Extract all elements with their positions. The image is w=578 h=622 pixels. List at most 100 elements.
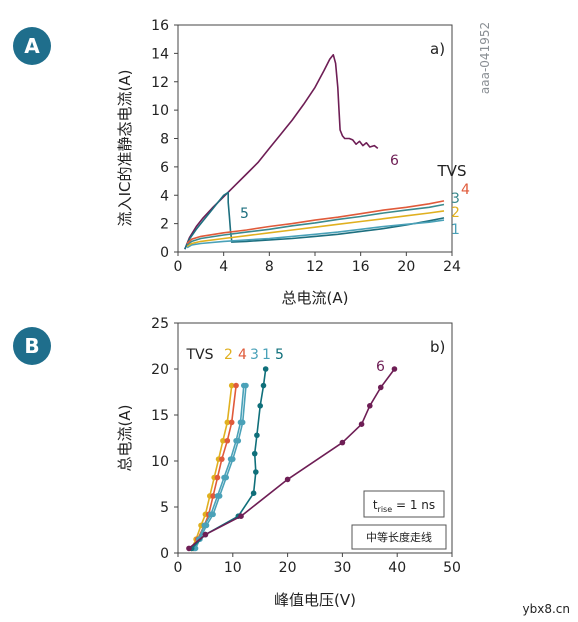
chart-b-xtick-label: 20 xyxy=(279,560,297,576)
chart-b-series-6-label: 6 xyxy=(376,359,385,375)
chart-b-series-1-point xyxy=(239,419,246,426)
chart-a-xtick-label: 16 xyxy=(352,259,370,275)
chart-b-series-5-point xyxy=(262,366,269,372)
chart-b-series-5-point xyxy=(251,450,258,457)
chart-b-series-5-label: 5 xyxy=(275,347,284,363)
chart-b-series-1-point xyxy=(203,522,210,529)
chart-a-xtick-label: 0 xyxy=(174,259,183,275)
chart-b-series-5-point xyxy=(253,469,259,475)
chart-a-legend-title: TVS xyxy=(437,162,467,180)
chart-b-series: 2 4 3 1 5 6 xyxy=(186,347,398,552)
chart-b-ytick-label: 15 xyxy=(151,408,169,424)
chart-a-ylabel: 流入IC的准静态电流(A) xyxy=(116,70,134,227)
chart-a-series-6-label: 6 xyxy=(390,153,399,169)
chart-b-series-6-point xyxy=(238,513,244,519)
chart-a-series-2-line xyxy=(186,210,445,247)
chart-a-xtick-label: 12 xyxy=(306,259,324,275)
chart-a-ytick-label: 6 xyxy=(160,160,169,176)
chart-a-series-1-line xyxy=(186,219,445,249)
chart-a-ytick-label: 12 xyxy=(151,75,169,91)
chart-b-ytick-label: 25 xyxy=(151,316,169,332)
chart-b-series-6-point xyxy=(358,421,365,428)
trace-annotation: 中等长度走线 xyxy=(366,530,432,544)
chart-b-ytick-label: 0 xyxy=(160,546,169,562)
chart-b-series-6-point xyxy=(377,384,384,391)
chart-b-series-5-point xyxy=(260,382,267,389)
chart-b-frame xyxy=(177,322,453,554)
chart-a-series-2-label: 2 xyxy=(451,205,460,221)
chart-b-series-6-point xyxy=(367,403,373,409)
chart-b-panel-label: b) xyxy=(430,338,445,356)
chart-b-series-3-line xyxy=(193,385,245,549)
chart-b-series-5-point xyxy=(250,490,257,497)
trise-box xyxy=(363,490,445,518)
chart-b-series-2-line xyxy=(190,385,233,549)
chart-b-ytick-label: 10 xyxy=(151,454,169,470)
chart-b-series-4-point xyxy=(233,382,239,389)
chart-b-xtick-label: 30 xyxy=(333,560,351,576)
chart-b-xtick-label: 0 xyxy=(174,560,183,576)
chart-b-series-3-label: 3 xyxy=(250,347,259,363)
chart-b-ytick-label: 5 xyxy=(160,500,169,516)
chart-a-xtick-label: 20 xyxy=(397,259,415,275)
chart-b-series-1-point xyxy=(230,456,236,462)
chart-a-series-3-line xyxy=(186,203,445,246)
chart-a-series-4-label: 4 xyxy=(461,182,470,198)
chart-b-series-6-point xyxy=(391,366,398,372)
chart-b-series-5-point xyxy=(257,403,264,409)
chart-b-series-1-point xyxy=(223,474,230,481)
trace-box xyxy=(351,524,447,550)
chart-b-series-4-point xyxy=(219,456,225,462)
chart-b-ytick-label: 20 xyxy=(151,362,169,378)
chart-b-series-1-line xyxy=(194,385,247,549)
chart-b-series-6-point xyxy=(186,545,192,552)
chart-b-series-2-label: 2 xyxy=(224,347,233,363)
chart-a-ytick-label: 8 xyxy=(160,132,169,148)
chart-b-series-1-point xyxy=(243,382,249,389)
chart-b-series-4-point xyxy=(228,419,235,426)
chart-b-series-6-point xyxy=(202,531,209,538)
chart-a-ytick-label: 10 xyxy=(151,103,169,119)
chart-b-xlabel: 峰值电压(V) xyxy=(274,591,356,609)
chart-a-xtick-label: 4 xyxy=(219,259,228,275)
chart-b-series-2-point xyxy=(228,382,235,389)
chart-a-panel-label: a) xyxy=(430,40,445,58)
chart-b-xtick-label: 40 xyxy=(388,560,406,576)
chart-b-series-4-point xyxy=(214,474,221,481)
watermark: ybx8.cn xyxy=(522,602,570,616)
chart-b-series-2-point xyxy=(224,419,231,426)
chart-a-ytick-label: 16 xyxy=(151,18,169,34)
panel-label-b: B xyxy=(13,327,51,365)
chart-a-series-1-label: 1 xyxy=(451,222,460,238)
chart-b-series-4-point xyxy=(210,493,216,499)
chart-a-ytick-label: 0 xyxy=(160,245,169,261)
chart-b-series-4-point xyxy=(224,437,231,444)
chart-a-side-label: aaa-041952 xyxy=(478,22,492,94)
chart-b-series-1-point xyxy=(210,511,216,518)
chart-a-ytick-label: 2 xyxy=(160,217,169,233)
chart-b-series-1-label: 1 xyxy=(262,347,271,363)
chart-a-ytick-label: 14 xyxy=(151,46,169,62)
trise-annotation: trise = 1 ns xyxy=(373,498,435,514)
chart-b-series-1-point xyxy=(216,493,223,499)
chart-a-xtick-label: 24 xyxy=(443,259,461,275)
chart-a-series-5-label: 5 xyxy=(240,206,249,222)
chart-b-ylabel: 总电流(A) xyxy=(116,405,134,472)
chart-b-series-5-point xyxy=(254,432,260,439)
chart-a-frame xyxy=(177,24,453,253)
chart-b-xtick-label: 50 xyxy=(443,560,461,576)
chart-a-series-6-line xyxy=(184,53,379,250)
chart-b-series-6-point xyxy=(339,439,346,446)
chart-b-xtick-label: 10 xyxy=(224,560,242,576)
chart-b-series-1-point xyxy=(235,437,242,444)
chart-a-xlabel: 总电流(A) xyxy=(282,289,349,307)
panel-label-a: A xyxy=(13,27,51,65)
chart-a-ytick-label: 4 xyxy=(160,188,169,204)
chart-b-series-6-point xyxy=(284,476,291,483)
chart-a-series-3-label: 3 xyxy=(451,191,460,207)
chart-a-xtick-label: 8 xyxy=(265,259,274,275)
